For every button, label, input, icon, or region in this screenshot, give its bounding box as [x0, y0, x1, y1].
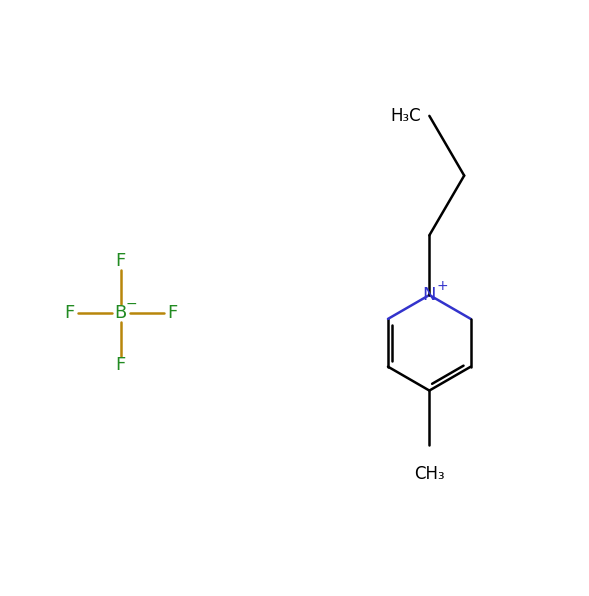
Text: H₃C: H₃C	[391, 107, 421, 125]
Text: −: −	[126, 297, 138, 311]
Text: F: F	[115, 356, 126, 374]
Text: F: F	[64, 304, 74, 322]
Text: N: N	[423, 286, 436, 304]
Text: CH₃: CH₃	[414, 465, 445, 483]
Text: F: F	[167, 304, 178, 322]
Text: +: +	[436, 279, 448, 293]
Text: F: F	[115, 252, 126, 270]
Text: B: B	[115, 304, 127, 322]
